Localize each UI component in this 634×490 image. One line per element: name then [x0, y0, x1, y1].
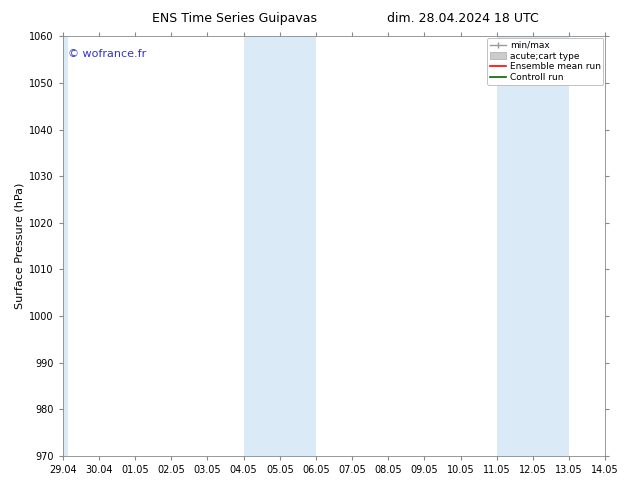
Text: ENS Time Series Guipavas: ENS Time Series Guipavas	[152, 12, 317, 25]
Text: dim. 28.04.2024 18 UTC: dim. 28.04.2024 18 UTC	[387, 12, 539, 25]
Text: © wofrance.fr: © wofrance.fr	[68, 49, 146, 59]
Y-axis label: Surface Pressure (hPa): Surface Pressure (hPa)	[15, 183, 25, 309]
Bar	[496, 36, 569, 456]
Bar	[63, 36, 68, 456]
Bar	[243, 36, 316, 456]
Legend: min/max, acute;cart type, Ensemble mean run, Controll run: min/max, acute;cart type, Ensemble mean …	[487, 38, 604, 85]
